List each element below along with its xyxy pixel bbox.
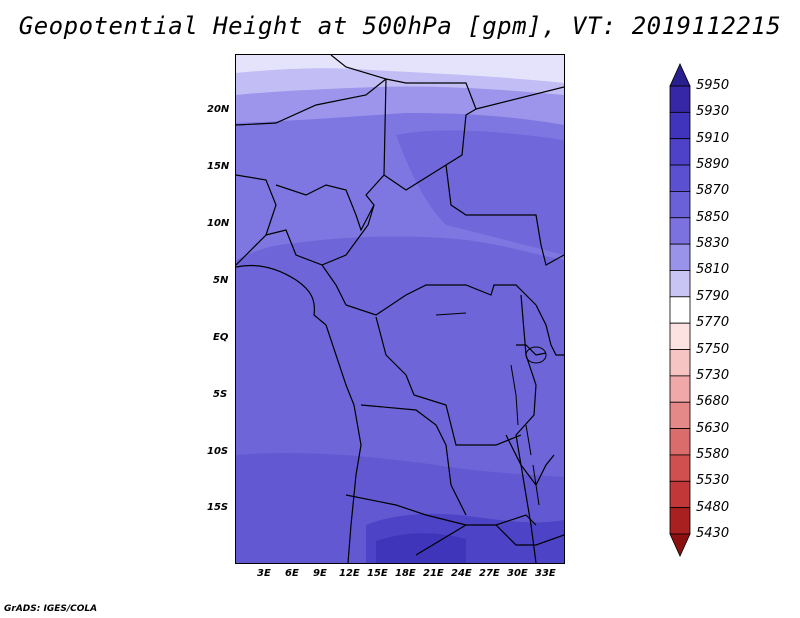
contour-5910 bbox=[376, 533, 466, 563]
colorbar-segment bbox=[669, 454, 691, 482]
colorbar-segment bbox=[669, 270, 691, 298]
lat-label-10s: 10S bbox=[207, 446, 229, 457]
colorbar-segment bbox=[669, 507, 691, 535]
colorbar-segment bbox=[669, 243, 691, 271]
lon-label-9e: 9E bbox=[313, 568, 327, 579]
lon-label-21e: 21E bbox=[423, 568, 444, 579]
contour-5830 bbox=[236, 86, 564, 125]
colorbar-level-label: 5830 bbox=[696, 236, 730, 252]
lat-label-5n: 5N bbox=[213, 275, 229, 286]
colorbar-segment bbox=[669, 217, 691, 245]
lakes bbox=[435, 312, 547, 506]
lon-label-30e: 30E bbox=[507, 568, 528, 579]
lat-label-10n: 10N bbox=[207, 218, 230, 229]
credit-label: GrADS: IGES/COLA bbox=[4, 604, 98, 614]
map-panel bbox=[235, 54, 565, 564]
colorbar-segment bbox=[669, 138, 691, 166]
contour-5790 bbox=[236, 55, 564, 83]
lon-label-18e: 18E bbox=[395, 568, 416, 579]
colorbar-top-arrow bbox=[669, 63, 691, 87]
colorbar-segment bbox=[669, 191, 691, 219]
colorbar-segment bbox=[669, 164, 691, 192]
colorbar-level-label: 5580 bbox=[696, 446, 730, 462]
colorbar bbox=[669, 63, 691, 557]
colorbar-level-label: 5910 bbox=[696, 130, 730, 146]
colorbar-segment bbox=[669, 401, 691, 429]
lon-label-24e: 24E bbox=[451, 568, 472, 579]
lat-label-5s: 5S bbox=[213, 389, 228, 400]
lat-label-15n: 15N bbox=[207, 161, 230, 172]
colorbar-segment bbox=[669, 349, 691, 377]
colorbar-level-label: 5870 bbox=[696, 183, 730, 199]
lat-label-15s: 15S bbox=[207, 502, 229, 513]
lat-label-eq: EQ bbox=[213, 332, 229, 343]
colorbar-level-label: 5770 bbox=[696, 315, 730, 331]
colorbar-segment bbox=[669, 480, 691, 509]
colorbar-level-label: 5790 bbox=[696, 288, 730, 304]
lon-label-12e: 12E bbox=[339, 568, 360, 579]
colorbar-bottom-arrow bbox=[669, 533, 691, 557]
colorbar-level-label: 5950 bbox=[696, 78, 730, 93]
colorbar-level-label: 5810 bbox=[696, 262, 730, 278]
colorbar-segment bbox=[669, 111, 691, 140]
colorbar-level-label: 5680 bbox=[696, 394, 730, 410]
lon-label-27e: 27E bbox=[479, 568, 500, 579]
colorbar-segment bbox=[669, 375, 691, 403]
lon-label-15e: 15E bbox=[367, 568, 388, 579]
colorbar-segment bbox=[669, 428, 691, 456]
lon-label-33e: 33E bbox=[535, 568, 556, 579]
colorbar-segment bbox=[669, 296, 691, 324]
colorbar-segment bbox=[669, 322, 691, 350]
colorbar-segment bbox=[669, 85, 691, 113]
lon-label-3e: 3E bbox=[257, 568, 271, 579]
colorbar-level-label: 5730 bbox=[696, 367, 730, 383]
colorbar-level-label: 5430 bbox=[696, 526, 730, 541]
colorbar-level-label: 5750 bbox=[696, 341, 730, 357]
map-title: Geopotential Height at 500hPa [gpm], VT:… bbox=[18, 12, 782, 40]
colorbar-level-label: 5890 bbox=[696, 157, 730, 173]
lon-label-6e: 6E bbox=[285, 568, 299, 579]
lat-label-20n: 20N bbox=[207, 104, 230, 115]
colorbar-level-label: 5530 bbox=[696, 473, 730, 489]
colorbar-level-label: 5850 bbox=[696, 209, 730, 225]
colorbar-level-label: 5930 bbox=[696, 104, 730, 120]
contour-5870-north bbox=[396, 130, 564, 255]
geopotential-field bbox=[236, 55, 564, 563]
colorbar-level-label: 5630 bbox=[696, 420, 730, 436]
colorbar-level-label: 5480 bbox=[696, 499, 730, 515]
